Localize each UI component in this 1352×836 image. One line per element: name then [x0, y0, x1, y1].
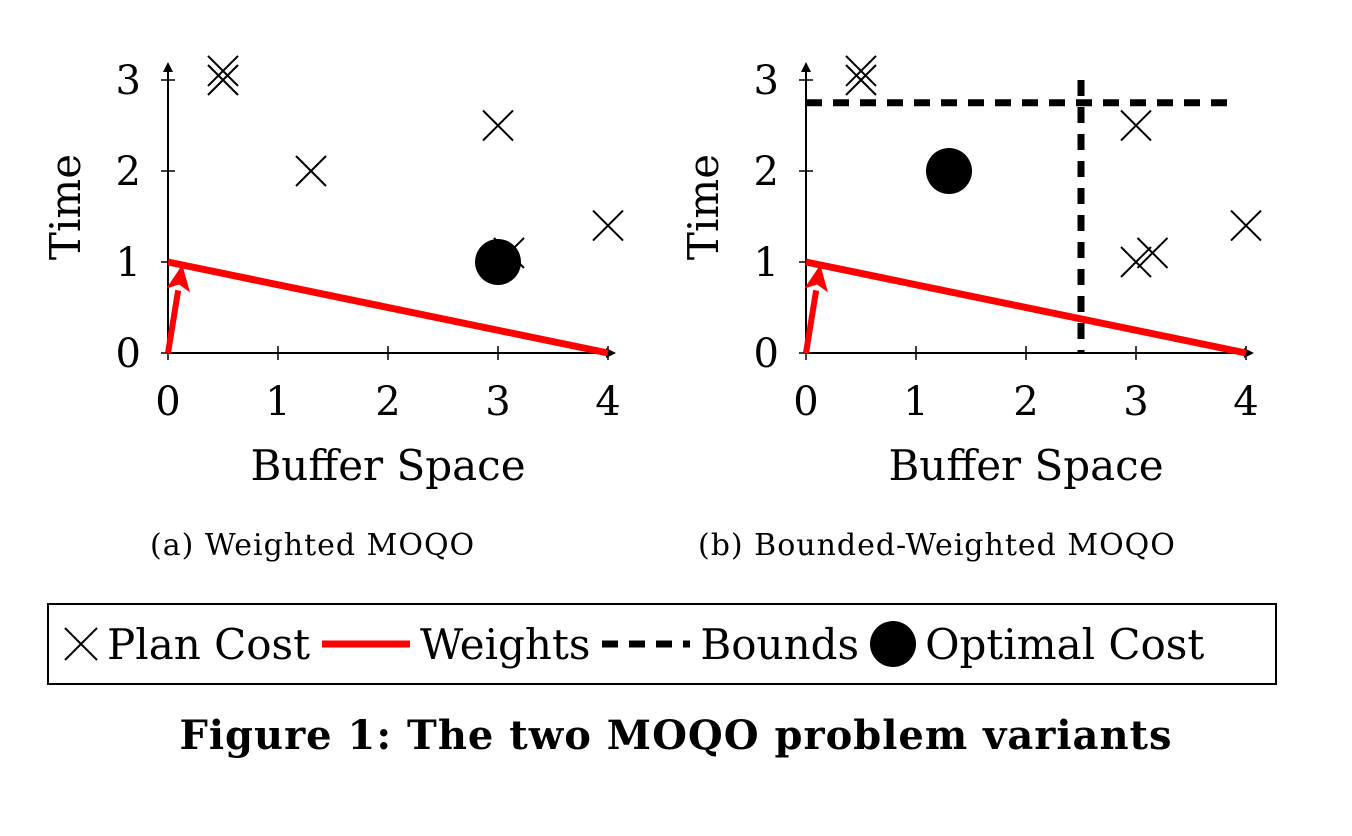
- x-tick-label: 1: [903, 379, 928, 425]
- legend-item-plan-cost: Plan Cost: [63, 620, 310, 669]
- legend: Plan Cost Weights Bounds Optimal Cost: [47, 603, 1277, 685]
- subcaption-b: (b) Bounded-Weighted MOQO: [698, 528, 1176, 563]
- red-line-swatch-icon: [322, 640, 410, 648]
- legend-item-weights: Weights: [320, 620, 590, 669]
- optimal-cost-point: [475, 239, 521, 285]
- y-tick-label: 2: [116, 149, 141, 195]
- plan-cost-point: [1120, 246, 1152, 278]
- y-tick-label: 3: [116, 58, 141, 104]
- x-tick-label: 3: [485, 379, 510, 425]
- weights-line: [167, 258, 609, 357]
- figure-caption: Figure 1: The two MOQO problem variants: [179, 712, 1173, 759]
- legend-item-bounds: Bounds: [600, 620, 859, 669]
- dashed-line-swatch-icon: [602, 640, 691, 648]
- x-tick-label: 0: [793, 379, 818, 425]
- legend-item-optimal-cost: Optimal Cost: [869, 620, 1204, 669]
- x-tick-label: 2: [375, 379, 400, 425]
- y-tick-label: 1: [116, 240, 141, 286]
- x-tick-label: 0: [155, 379, 180, 425]
- dot-marker-icon: [870, 621, 917, 667]
- plan-cost-point: [207, 64, 239, 96]
- y-tick-label: 3: [754, 58, 779, 104]
- x-tick-label: 3: [1123, 379, 1148, 425]
- optimal-cost-point: [926, 148, 972, 194]
- chart-a-svg: 0 1 2 3 4 0 1 2 3 Buffer Space Time: [41, 55, 624, 490]
- plan-cost-point: [1230, 209, 1262, 242]
- chart-weighted-moqo: 0 1 2 3 4 0 1 2 3 Buffer Space Time: [0, 0, 676, 520]
- x-axis-label: Buffer Space: [888, 441, 1163, 490]
- y-axis-label: Time: [41, 154, 90, 260]
- legend-label-bounds: Bounds: [700, 619, 860, 669]
- chart-bounded-weighted-moqo: 0 1 2 3 4 0 1 2 3 Buffer Space Time: [638, 0, 1314, 520]
- plan-cost-point: [207, 55, 239, 87]
- subcaption-a: (a) Weighted MOQO: [150, 528, 476, 563]
- weight-vector-arrowhead: [804, 264, 828, 293]
- x-tick-label: 4: [1233, 379, 1258, 425]
- weight-vector-arrow: [803, 289, 820, 354]
- plan-cost-point: [845, 64, 877, 96]
- plan-cost-point: [482, 109, 514, 142]
- weight-vector-arrow: [165, 289, 182, 354]
- plan-cost-point: [295, 155, 327, 187]
- x-tick-label: 1: [265, 379, 290, 425]
- cross-marker-icon: [64, 627, 98, 661]
- x-tick-label: 4: [595, 379, 620, 425]
- weight-vector-arrowhead: [166, 264, 190, 293]
- y-axis-arrow: [163, 62, 173, 72]
- x-axis-label: Buffer Space: [250, 441, 525, 490]
- y-tick-label: 0: [754, 331, 779, 377]
- y-axis-arrow: [801, 62, 811, 72]
- y-tick-label: 0: [116, 331, 141, 377]
- plan-cost-point: [1136, 237, 1169, 269]
- y-tick-label: 2: [754, 149, 779, 195]
- plan-cost-point: [592, 209, 624, 242]
- y-tick-label: 1: [754, 240, 779, 286]
- y-axis-label: Time: [679, 154, 728, 260]
- legend-label-optimal-cost: Optimal Cost: [925, 619, 1205, 669]
- legend-label-weights: Weights: [420, 619, 591, 669]
- plan-cost-point: [1120, 109, 1152, 142]
- x-tick-label: 2: [1013, 379, 1038, 425]
- legend-label-plan-cost: Plan Cost: [107, 619, 310, 669]
- plan-cost-point: [845, 55, 877, 87]
- chart-b-svg: 0 1 2 3 4 0 1 2 3 Buffer Space Time: [679, 55, 1262, 490]
- weights-line: [805, 258, 1247, 357]
